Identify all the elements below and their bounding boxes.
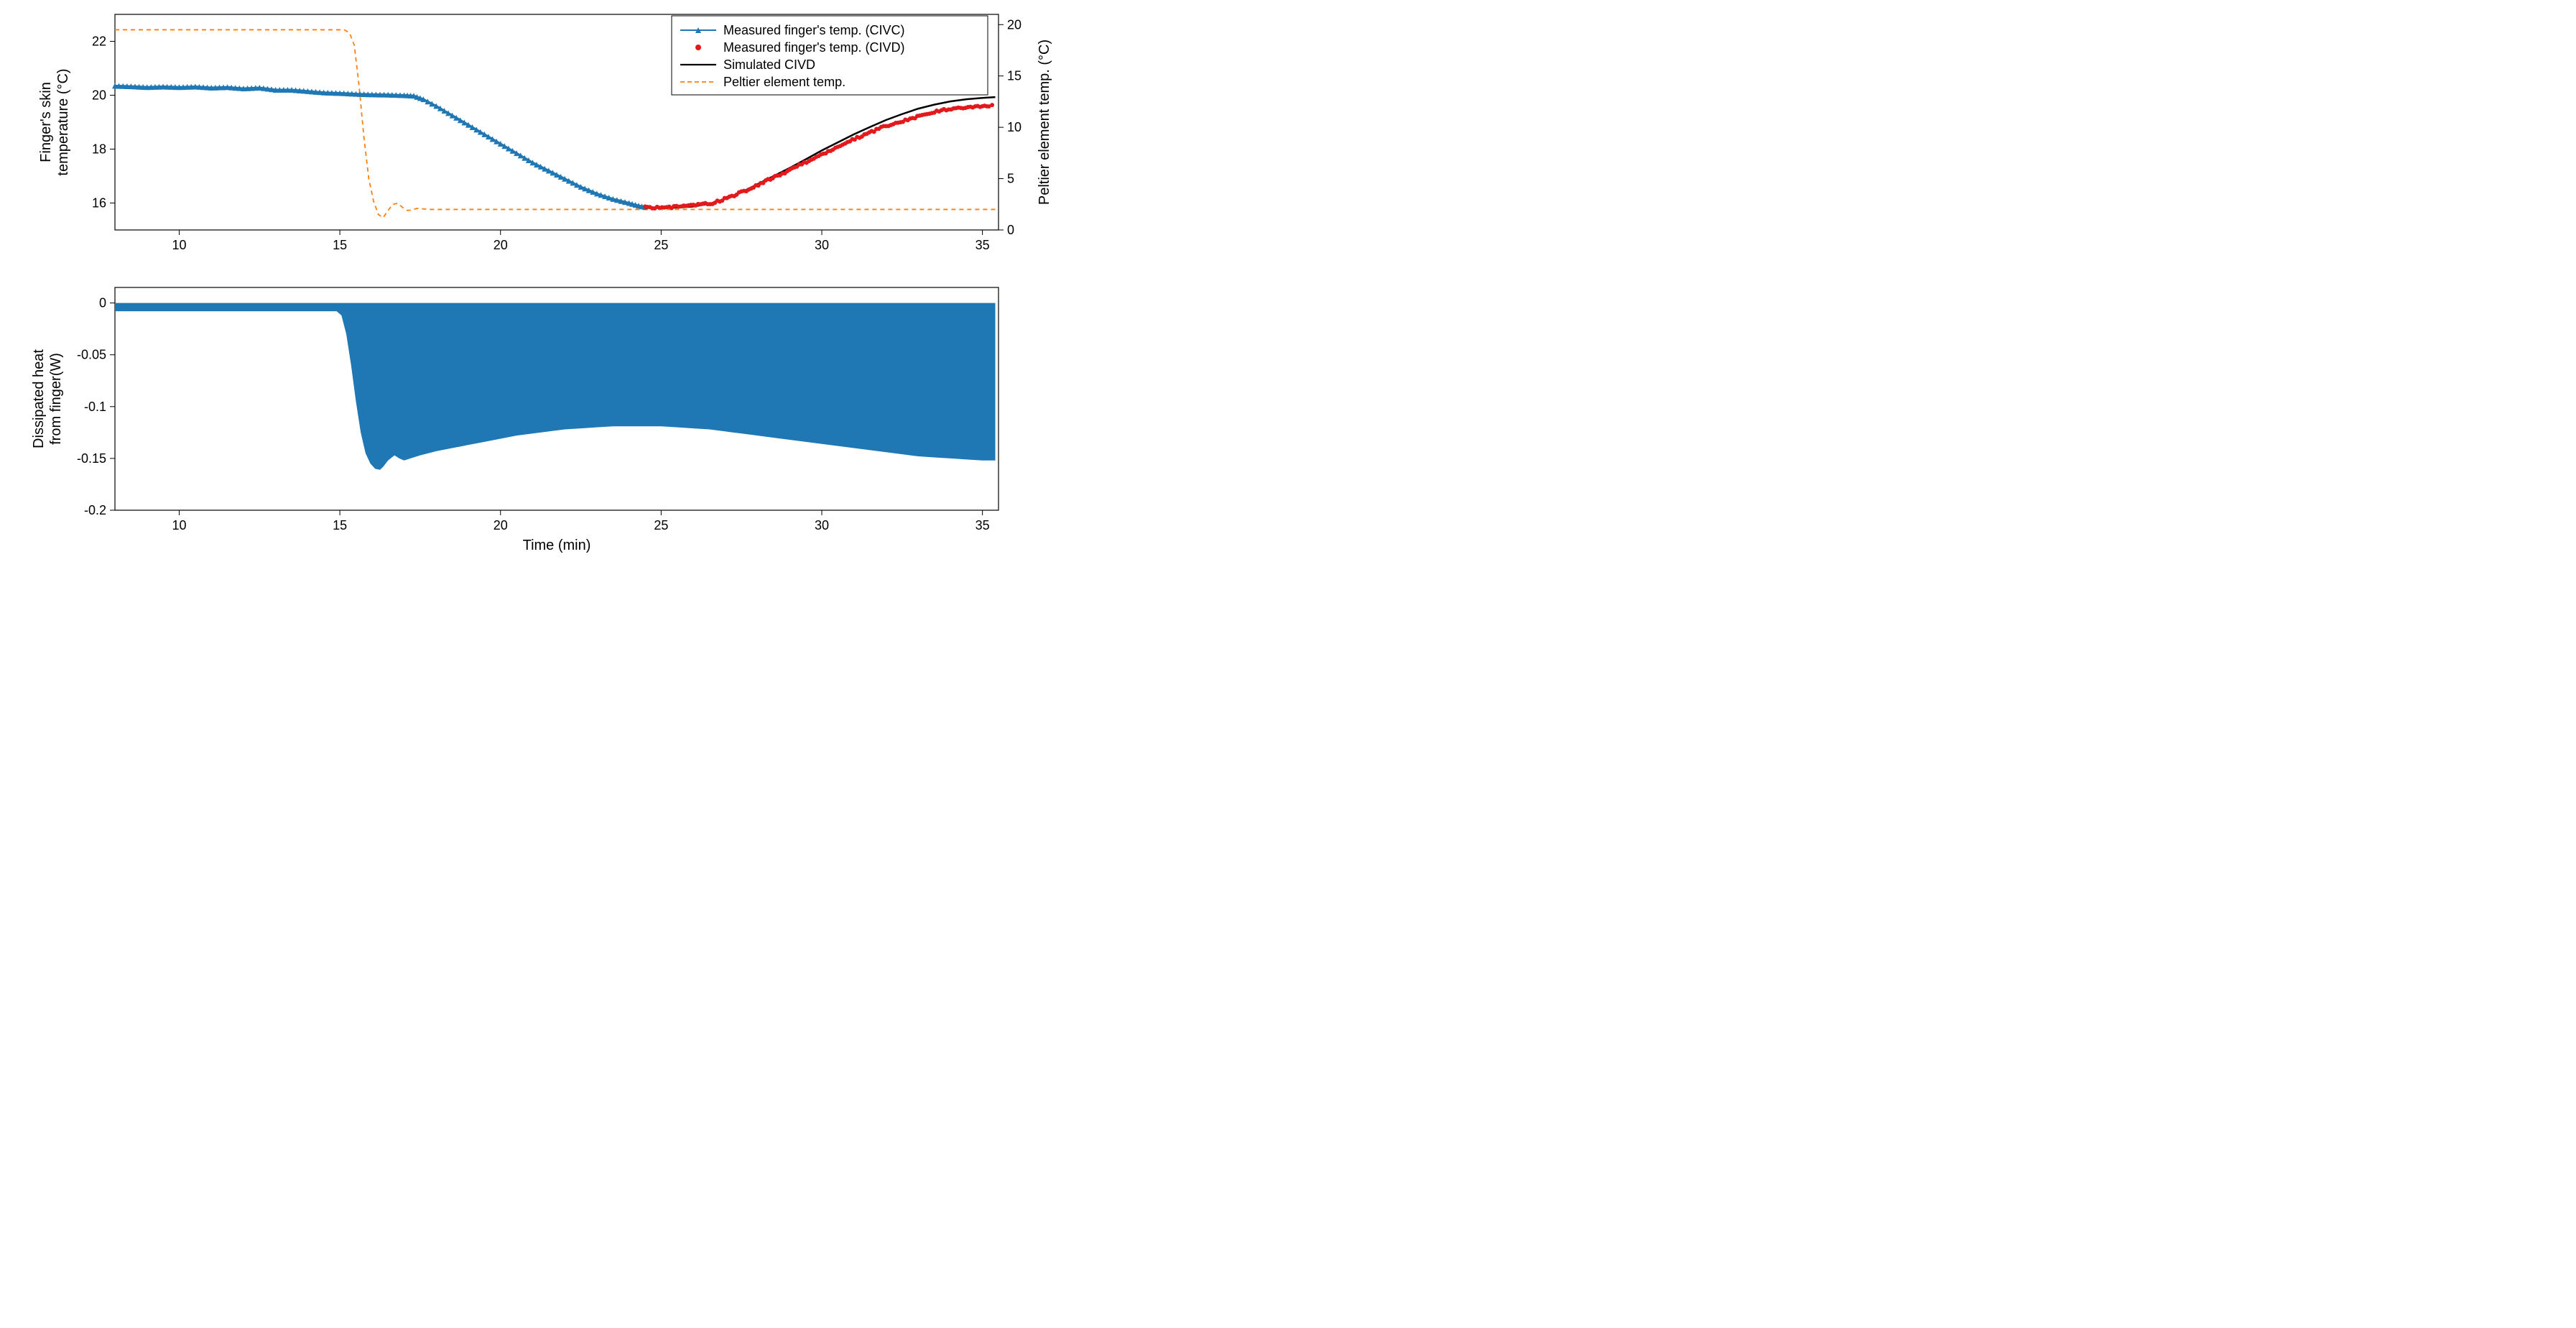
series-civd bbox=[643, 103, 994, 211]
heat-area bbox=[115, 303, 996, 470]
svg-text:10: 10 bbox=[1007, 120, 1021, 134]
legend: Measured finger's temp. (CIVC) Measured f… bbox=[672, 16, 988, 95]
svg-text:20: 20 bbox=[494, 518, 508, 532]
series-civc bbox=[115, 86, 645, 207]
svg-text:Peltier element temp. (°C): Peltier element temp. (°C) bbox=[1037, 40, 1052, 205]
svg-text:30: 30 bbox=[815, 518, 829, 532]
svg-text:10: 10 bbox=[172, 238, 186, 252]
svg-text:Measured finger's temp. (CIVD): Measured finger's temp. (CIVD) bbox=[723, 40, 905, 55]
svg-text:0: 0 bbox=[99, 296, 106, 310]
svg-text:20: 20 bbox=[1007, 17, 1021, 32]
svg-text:from finger(W): from finger(W) bbox=[48, 353, 64, 445]
svg-text:Measured finger's temp. (CIVC): Measured finger's temp. (CIVC) bbox=[723, 23, 905, 37]
svg-text:18: 18 bbox=[92, 142, 106, 157]
svg-text:-0.05: -0.05 bbox=[77, 348, 106, 362]
svg-text:22: 22 bbox=[92, 34, 106, 49]
svg-text:temperature (°C): temperature (°C) bbox=[55, 68, 71, 175]
civc-markers bbox=[112, 83, 648, 210]
svg-text:30: 30 bbox=[815, 238, 829, 252]
svg-text:0: 0 bbox=[1007, 223, 1014, 237]
bottom-chart: 10 15 20 25 30 35 -0.2 -0.15 -0.1 -0.05 0 Time (min… bbox=[31, 287, 999, 553]
svg-text:25: 25 bbox=[654, 238, 668, 252]
svg-text:Finger's skin: Finger's skin bbox=[38, 82, 54, 162]
svg-text:Simulated CIVD: Simulated CIVD bbox=[723, 57, 815, 72]
svg-text:20: 20 bbox=[92, 88, 106, 103]
figure-container: 10 15 20 25 30 35 16 18 20 22 0 5 10 15 20 Finger's ski… bbox=[0, 0, 1103, 569]
svg-text:-0.15: -0.15 bbox=[77, 451, 106, 466]
svg-text:Time (min): Time (min) bbox=[523, 538, 591, 553]
svg-text:20: 20 bbox=[494, 238, 508, 252]
figure-svg: 10 15 20 25 30 35 16 18 20 22 0 5 10 15 20 Finger's ski… bbox=[0, 0, 1103, 569]
svg-text:Peltier element temp.: Peltier element temp. bbox=[723, 75, 845, 89]
svg-text:35: 35 bbox=[976, 518, 990, 532]
svg-text:16: 16 bbox=[92, 196, 106, 211]
svg-text:35: 35 bbox=[976, 238, 990, 252]
svg-text:10: 10 bbox=[172, 518, 186, 532]
top-chart: 10 15 20 25 30 35 16 18 20 22 0 5 10 15 20 Finger's ski… bbox=[38, 14, 1052, 252]
svg-text:-0.2: -0.2 bbox=[84, 503, 106, 517]
svg-text:Dissipated heat: Dissipated heat bbox=[31, 349, 47, 448]
svg-text:5: 5 bbox=[1007, 172, 1014, 186]
svg-text:15: 15 bbox=[333, 238, 347, 252]
svg-text:15: 15 bbox=[333, 518, 347, 532]
svg-text:25: 25 bbox=[654, 518, 668, 532]
svg-text:-0.1: -0.1 bbox=[84, 400, 106, 414]
svg-text:15: 15 bbox=[1007, 69, 1021, 83]
